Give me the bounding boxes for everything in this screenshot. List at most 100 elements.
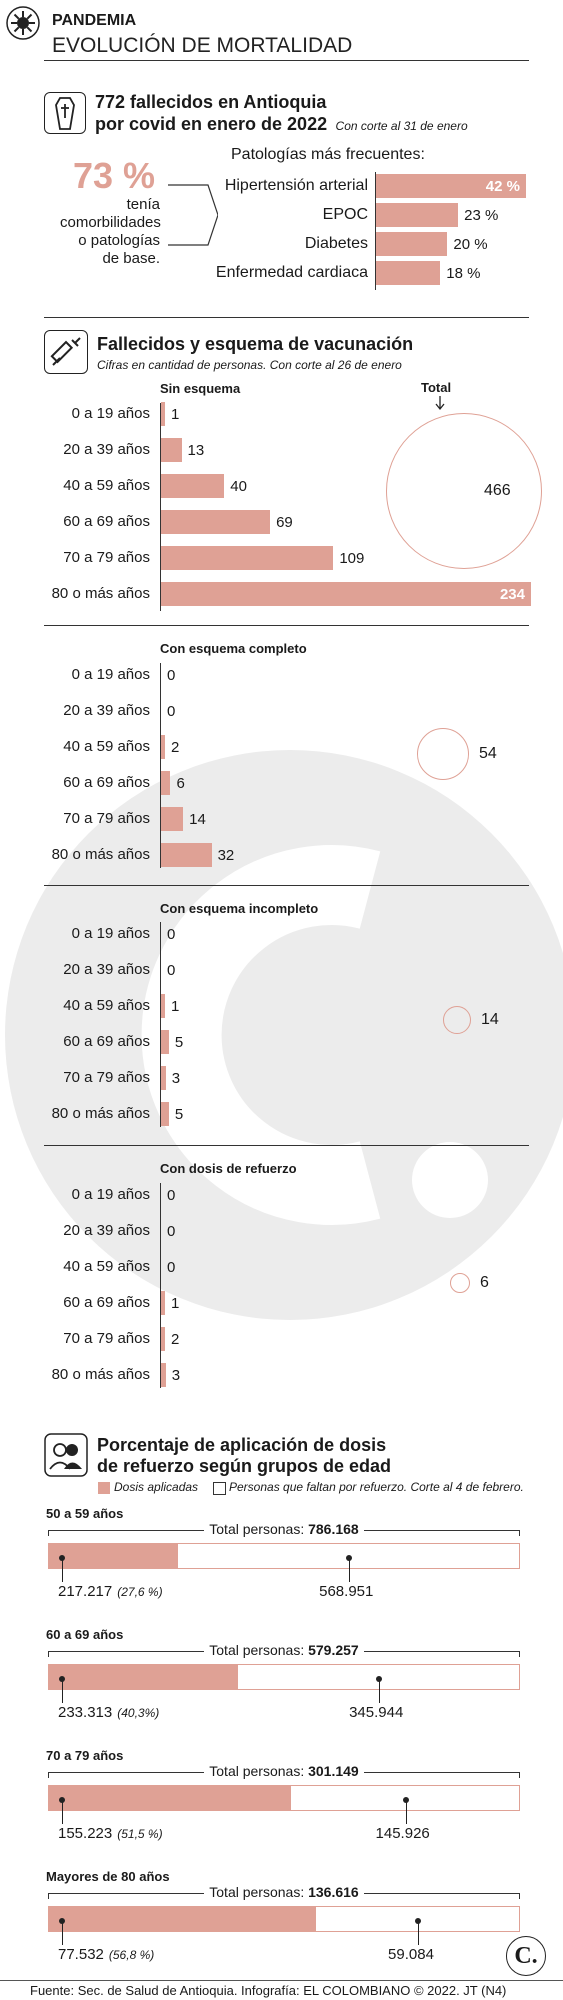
total-persons-label: Total personas: 786.168 — [48, 1521, 520, 1537]
legend-missing-label: Personas que faltan por refuerzo. Corte … — [229, 1480, 524, 1494]
age-group-label: 70 a 79 años — [63, 549, 150, 566]
total-prefix: Total personas: — [209, 1521, 309, 1537]
missing-value-label: 145.926 — [375, 1825, 430, 1842]
deaths-bar — [161, 1102, 169, 1126]
deaths-value-label: 0 — [167, 667, 176, 684]
pathology-bar — [376, 261, 441, 285]
deaths-bar — [161, 1030, 169, 1054]
missing-value-label: 345.944 — [349, 1704, 404, 1721]
coffin-icon — [55, 97, 75, 130]
applied-percent: (51,5 %) — [117, 1827, 163, 1841]
divider-3 — [44, 1145, 529, 1146]
booster-group-title: 50 a 59 años — [46, 1506, 124, 1521]
vaccination-subchart-title: Con esquema incompleto — [160, 901, 319, 916]
applied-value: 77.532 — [58, 1946, 104, 1963]
legend-applied-label: Dosis aplicadas — [114, 1480, 199, 1494]
pathology-category-label: Diabetes — [304, 235, 368, 252]
big-percentage: 73 % — [73, 155, 156, 196]
deaths-value-label: 5 — [174, 1034, 184, 1051]
deaths-bar — [161, 402, 165, 426]
age-group-label: 20 a 39 años — [63, 961, 150, 978]
applied-percent: (56,8 %) — [108, 1948, 155, 1962]
section1-note: Con corte al 31 de enero — [335, 119, 468, 133]
pathology-axis — [375, 172, 376, 290]
syringe-icon-box — [44, 330, 88, 374]
missing-marker-line — [405, 1800, 407, 1824]
section1-title-line2: por covid en enero de 2022 Con corte al … — [95, 114, 468, 134]
deaths-bar — [161, 438, 182, 462]
deaths-value-label: 6 — [176, 775, 185, 792]
age-group-label: 60 a 69 años — [63, 513, 150, 530]
section2-top-rule — [44, 317, 529, 318]
header-title: EVOLUCIÓN DE MORTALIDAD — [52, 34, 353, 57]
deaths-value-label: 14 — [189, 811, 206, 828]
vaccination-subchart-title: Sin esquema — [160, 381, 241, 396]
header-rule — [44, 60, 529, 61]
total-label: Total — [421, 380, 452, 395]
total-persons-value: 786.168 — [308, 1521, 359, 1537]
deaths-value-label: 0 — [167, 1187, 176, 1204]
divider-2 — [44, 885, 529, 886]
deaths-value-label: 0 — [167, 1223, 176, 1240]
pathology-category-label: Enfermedad cardiaca — [215, 264, 368, 281]
bracket-arrow — [168, 184, 218, 246]
total-persons-label: Total personas: 136.616 — [48, 1884, 520, 1900]
total-value-label: 466 — [484, 482, 511, 499]
deaths-value-label: 3 — [171, 1367, 181, 1384]
booster-applied-bar — [48, 1543, 179, 1569]
total-persons-text: Total personas: 136.616 — [204, 1884, 364, 1900]
deaths-bar — [161, 474, 225, 498]
pathology-value-label: 42 % — [485, 178, 520, 195]
missing-marker-line — [379, 1679, 381, 1703]
applied-value-label: 155.223 (51,5 %) — [58, 1825, 163, 1842]
total-persons-text: Total personas: 301.149 — [204, 1763, 364, 1779]
applied-marker-line — [62, 1679, 63, 1703]
vaccination-axis — [160, 922, 161, 1127]
syringe-icon — [50, 337, 81, 366]
total-persons-value: 579.257 — [308, 1642, 359, 1658]
total-persons-label: Total personas: 301.149 — [48, 1763, 520, 1779]
age-group-label: 0 a 19 años — [71, 666, 150, 683]
total-circle — [417, 728, 469, 780]
deaths-value-label: 0 — [167, 926, 176, 943]
vaccination-subchart-title: Con dosis de refuerzo — [160, 1161, 297, 1176]
pathology-bar — [376, 203, 459, 227]
section2-title: Fallecidos y esquema de vacunación — [97, 334, 414, 354]
age-group-label: 40 a 59 años — [63, 738, 150, 755]
deaths-bar — [161, 1327, 165, 1351]
deaths-bar — [161, 807, 184, 831]
age-group-label: 70 a 79 años — [63, 810, 150, 827]
missing-marker-line — [418, 1921, 420, 1945]
section3-title-line2: de refuerzo según grupos de edad — [97, 1456, 392, 1476]
booster-applied-bar — [48, 1664, 239, 1690]
age-group-label: 80 o más años — [51, 1366, 150, 1383]
total-prefix: Total personas: — [209, 1884, 309, 1900]
booster-applied-bar — [48, 1906, 317, 1932]
total-prefix: Total personas: — [209, 1763, 309, 1779]
applied-value-label: 233.313 (40,3%) — [58, 1704, 159, 1721]
total-persons-text: Total personas: 786.168 — [204, 1521, 364, 1537]
booster-group-title: Mayores de 80 años — [46, 1869, 170, 1884]
deaths-bar — [161, 582, 531, 606]
header-kicker: PANDEMIA — [52, 12, 137, 29]
total-circle — [450, 1273, 470, 1293]
legend-applied-swatch — [98, 1482, 110, 1494]
deaths-value-label: 109 — [339, 550, 365, 567]
total-prefix: Total personas: — [209, 1642, 309, 1658]
footer-logo: C. — [506, 1936, 546, 1976]
watermark-logo — [5, 750, 563, 1320]
total-persons-label: Total personas: 579.257 — [48, 1642, 520, 1658]
age-group-label: 70 a 79 años — [63, 1069, 150, 1086]
total-circle — [386, 413, 542, 569]
deaths-value-label: 1 — [171, 998, 180, 1015]
applied-value: 155.223 — [58, 1825, 113, 1842]
total-value-label: 14 — [481, 1011, 499, 1028]
section1-title-line1: 772 fallecidos en Antioquia — [95, 92, 327, 112]
vaccination-axis — [160, 1183, 161, 1388]
applied-value: 233.313 — [58, 1704, 113, 1721]
pathology-value-label: 23 % — [464, 207, 499, 224]
applied-value: 217.217 — [58, 1583, 113, 1600]
missing-value-label: 59.084 — [388, 1946, 434, 1963]
section3-title-line1: Porcentaje de aplicación de dosis — [97, 1435, 387, 1455]
divider-1 — [44, 625, 529, 626]
